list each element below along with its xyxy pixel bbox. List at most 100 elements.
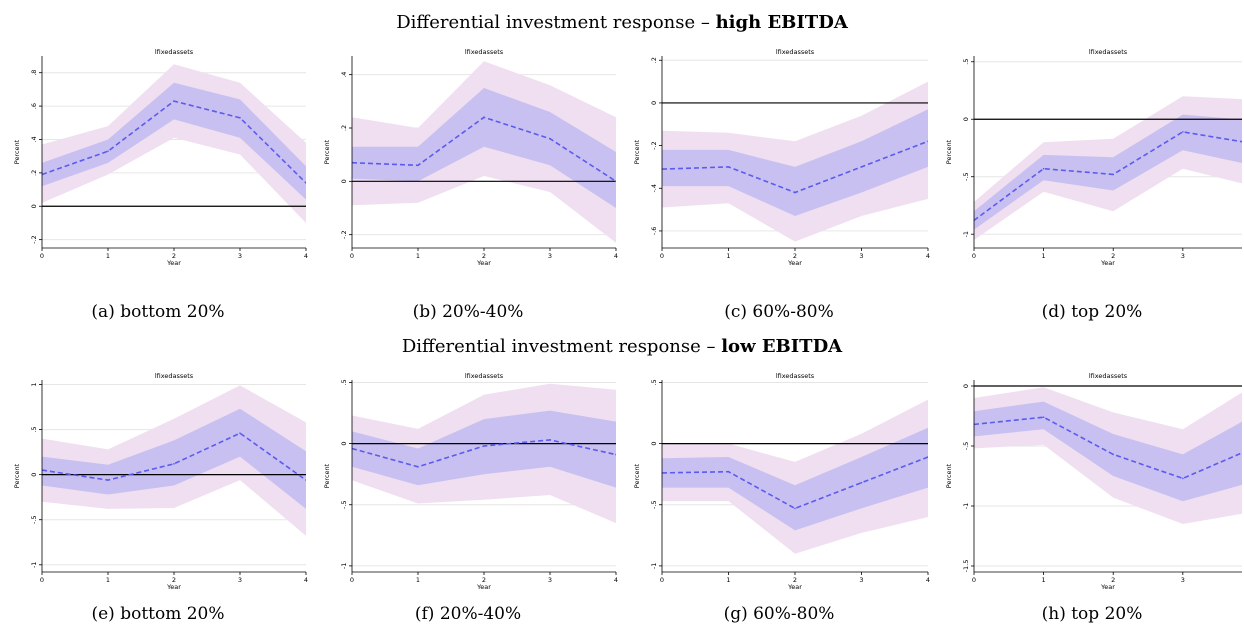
series-point: [615, 453, 616, 456]
ci-inner-band: [662, 109, 928, 216]
series-point: [417, 164, 419, 167]
series-point: [549, 137, 551, 140]
series-point: [1042, 167, 1045, 170]
chart-panel-e: -1 -.5 0 .5 1 0 1 2 3 4 lfixedassets Year Percent: [8, 370, 308, 592]
series-point: [615, 180, 616, 183]
y-tick-label: 0: [340, 179, 348, 183]
x-tick-label: 3: [238, 252, 242, 260]
panel-caption-d: (d) top 20%: [1041, 302, 1143, 322]
series-line: [662, 456, 928, 510]
x-axis-label: Year: [1100, 583, 1115, 591]
y-tick-label: -.6: [650, 227, 658, 236]
x-tick-label: 4: [614, 252, 618, 260]
panel-caption-e: (e) bottom 20%: [91, 604, 225, 624]
chart-title: lfixedassets: [465, 48, 504, 56]
panel-caption-c: (c) 60%-80%: [724, 302, 834, 322]
series-point: [794, 507, 796, 510]
y-tick-label: .5: [962, 59, 970, 65]
chart-panel-d: -1 -.5 0 .5 0 1 2 3 lfixedassets Year Percent: [940, 46, 1244, 268]
x-tick-label: 0: [660, 576, 664, 584]
x-tick-label: 0: [40, 252, 44, 260]
chart-panel-b: -.2 0 .2 .4 0 1 2 3 4 lfixedassets Year Percent: [318, 46, 618, 268]
x-tick-label: 3: [859, 252, 863, 260]
series-point: [860, 481, 863, 484]
row-title-prefix: Differential investment response –: [401, 336, 722, 357]
x-axis-label: Year: [787, 583, 802, 591]
x-tick-label: 4: [304, 576, 308, 584]
series-point: [305, 479, 306, 481]
x-tick-label: 1: [106, 576, 110, 584]
chart-title: lfixedassets: [155, 372, 194, 380]
y-tick-label: -.2: [30, 235, 38, 244]
y-tick-label: -1: [30, 562, 38, 568]
x-tick-label: 4: [614, 576, 618, 584]
plot-area: [974, 61, 1242, 240]
series-point: [1042, 416, 1045, 418]
row-title-low-ebitda: Differential investment response – low E…: [0, 336, 1244, 358]
y-tick-label: .5: [340, 379, 348, 385]
series-point: [239, 116, 241, 119]
x-tick-label: 1: [106, 252, 110, 260]
chart-title: lfixedassets: [1089, 372, 1128, 380]
chart-title: lfixedassets: [1089, 48, 1128, 56]
x-tick-label: 1: [1042, 252, 1046, 260]
y-tick-label: 1: [30, 382, 38, 386]
chart-svg-f: -1 -.5 0 .5 0 1 2 3 4 lfixedassets Year Percent: [323, 372, 618, 591]
series-point: [794, 191, 796, 194]
plot-area: [352, 381, 616, 567]
y-tick-label: 0: [650, 101, 658, 105]
y-axis-label: Percent: [633, 463, 641, 488]
y-tick-label: -1: [962, 231, 970, 237]
chart-title: lfixedassets: [465, 372, 504, 380]
y-axis-label: Percent: [633, 139, 641, 164]
y-tick-label: 0: [962, 384, 970, 388]
series-point: [173, 463, 175, 465]
y-axis-label: Percent: [945, 139, 953, 164]
y-tick-label: .2: [30, 170, 38, 176]
series-point: [1182, 131, 1184, 133]
x-tick-label: 4: [926, 252, 930, 260]
chart-svg-e: -1 -.5 0 .5 1 0 1 2 3 4 lfixedassets Year Percent: [13, 372, 308, 591]
x-tick-label: 3: [548, 576, 552, 584]
y-tick-label: .4: [340, 72, 348, 78]
ci-inner-band: [42, 82, 306, 200]
series-point: [107, 479, 109, 481]
series-point: [1112, 173, 1115, 176]
y-tick-label: -1: [340, 563, 348, 569]
series-point: [417, 466, 419, 468]
y-tick-label: .4: [30, 136, 38, 142]
x-tick-label: 0: [350, 576, 354, 584]
panel-caption-h: (h) top 20%: [1041, 604, 1143, 624]
y-axis-label: Percent: [13, 139, 21, 164]
x-tick-label: 1: [1042, 576, 1046, 584]
series-point: [483, 116, 485, 119]
x-tick-label: 2: [1111, 576, 1115, 584]
x-tick-label: 3: [859, 576, 863, 584]
x-axis-label: Year: [476, 259, 491, 267]
x-tick-label: 0: [350, 252, 354, 260]
chart-title: lfixedassets: [776, 372, 815, 380]
chart-panel-a: -.2 0.2.4.6.8 0 1 2 3 4 lfixedassets Year Percent: [8, 46, 308, 268]
chart-panel-c: -.6 -.4 -.2 0 .2 0 1 2 3 4 lfixedassets Year Percent: [628, 46, 930, 268]
y-tick-label: 0: [962, 117, 970, 121]
x-tick-label: 4: [304, 252, 308, 260]
x-tick-label: 1: [726, 576, 730, 584]
x-axis-label: Year: [1100, 259, 1115, 267]
x-tick-label: 3: [1181, 252, 1185, 260]
panel-caption-a: (a) bottom 20%: [91, 302, 225, 322]
plot-area: [662, 381, 928, 567]
row-title-emphasis: high EBITDA: [715, 12, 848, 33]
x-tick-label: 2: [793, 252, 797, 260]
y-tick-label: -.5: [30, 515, 38, 524]
y-tick-label: -1: [650, 563, 658, 569]
y-tick-label: 0: [30, 204, 38, 208]
x-axis-label: Year: [166, 259, 181, 267]
series-point: [173, 100, 175, 102]
y-tick-label: .6: [30, 103, 38, 109]
y-tick-label: .5: [650, 379, 658, 385]
y-tick-label: 0: [650, 442, 658, 446]
x-tick-label: 2: [482, 252, 486, 260]
series-point: [727, 470, 730, 473]
x-axis-label: Year: [166, 583, 181, 591]
y-tick-label: -.5: [340, 500, 348, 509]
